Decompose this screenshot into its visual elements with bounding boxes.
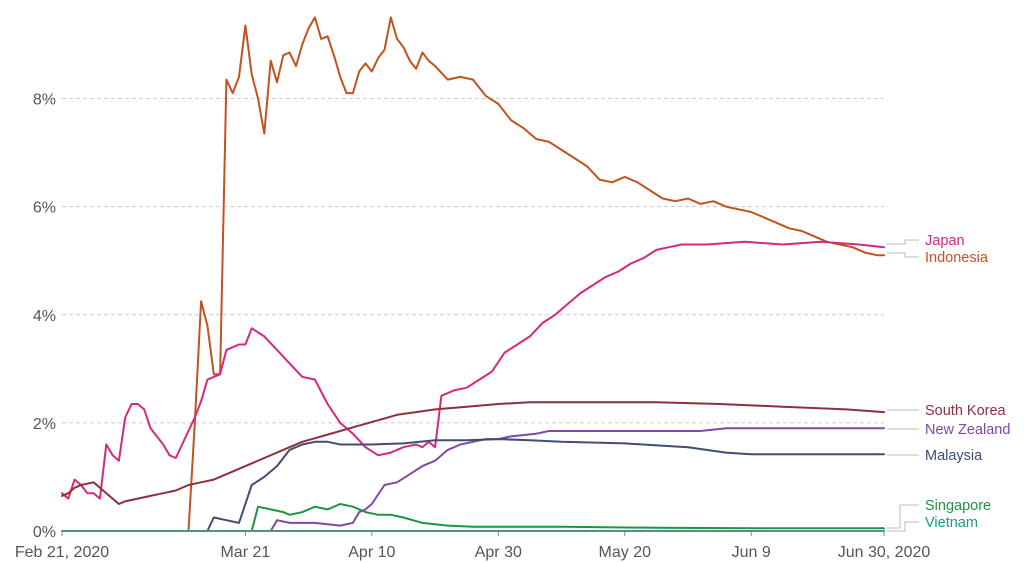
legend-connector-japan-indonesia — [887, 239, 919, 258]
x-tick-label: Apr 30 — [475, 544, 522, 561]
x-tick-label: Mar 21 — [220, 544, 270, 561]
legend-label-malaysia: Malaysia — [925, 448, 983, 464]
x-tick-label: Jun 30, 2020 — [838, 544, 931, 561]
series-line-indonesia — [187, 16, 885, 532]
y-tick-label: 4% — [33, 308, 56, 325]
x-tick-label: Apr 10 — [348, 544, 395, 561]
legend-label-new-zealand: New Zealand — [925, 422, 1010, 438]
y-tick-label: 2% — [33, 416, 56, 433]
legend-label-vietnam: Vietnam — [925, 515, 978, 531]
series-line-south-korea — [61, 401, 885, 505]
series-line-new-zealand — [269, 427, 885, 532]
legend: Japan Indonesia South Korea New Zealand … — [887, 233, 1010, 532]
y-axis-ticks: 0% 2% 4% 6% 8% — [33, 92, 56, 542]
x-tick-label: Feb 21, 2020 — [15, 544, 109, 561]
y-tick-label: 0% — [33, 524, 56, 541]
series-line-japan — [61, 240, 885, 500]
x-tick-label: May 20 — [599, 544, 652, 561]
legend-label-singapore: Singapore — [925, 498, 991, 514]
series-line-singapore — [250, 503, 885, 532]
x-tick-label: Jun 9 — [732, 544, 771, 561]
x-axis-ticks: Feb 21, 2020 Mar 21 Apr 10 Apr 30 May 20 Jun … — [15, 531, 931, 561]
series-line-malaysia — [206, 438, 885, 532]
legend-label-japan: Japan — [925, 233, 965, 249]
gridlines — [62, 98, 884, 424]
series-lines — [61, 16, 885, 532]
y-tick-label: 6% — [33, 200, 56, 217]
legend-label-south-korea: South Korea — [925, 403, 1007, 419]
legend-label-indonesia: Indonesia — [925, 250, 989, 266]
legend-connector-singapore-vietnam — [887, 504, 919, 532]
y-tick-label: 8% — [33, 92, 56, 109]
